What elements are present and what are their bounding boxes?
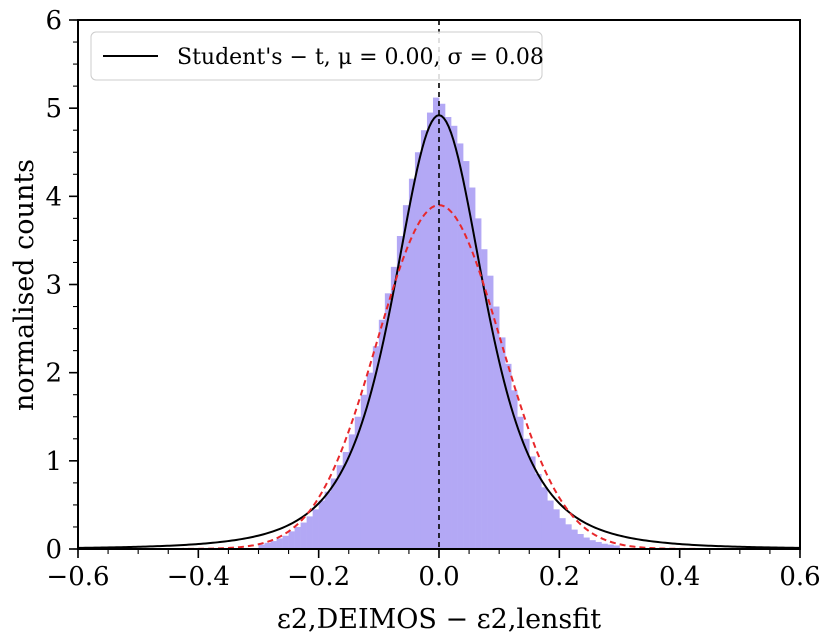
x-tick-label: 0.2 bbox=[539, 562, 580, 592]
histogram-bar bbox=[535, 474, 542, 549]
histogram-bar bbox=[553, 509, 560, 549]
x-tick-label: −0.2 bbox=[287, 562, 350, 592]
histogram-bar bbox=[420, 130, 428, 549]
histogram-bar bbox=[505, 363, 512, 549]
histogram-bar bbox=[511, 390, 518, 549]
histogram-bar bbox=[601, 543, 608, 549]
histogram-bar bbox=[571, 529, 578, 549]
histogram-bar bbox=[384, 293, 392, 549]
histogram-bar bbox=[517, 416, 524, 549]
histogram-bar bbox=[366, 372, 374, 549]
x-axis-label: ε2,DEIMOS − ε2,lensfit bbox=[277, 604, 601, 635]
y-axis-ticks: 0 1 2 3 4 5 6 bbox=[45, 6, 78, 565]
histogram-bar bbox=[529, 456, 536, 549]
histogram-bar bbox=[294, 526, 301, 549]
histogram-bar bbox=[318, 500, 325, 549]
x-tick-label: −0.6 bbox=[46, 562, 109, 592]
histogram-bar bbox=[457, 143, 464, 549]
histogram-bar bbox=[342, 452, 350, 549]
histogram-bar bbox=[565, 524, 572, 549]
histogram-bar bbox=[499, 337, 506, 549]
y-axis-label: normalised counts bbox=[9, 159, 40, 411]
histogram-bar bbox=[445, 116, 452, 549]
histogram bbox=[258, 97, 620, 550]
histogram-bar bbox=[330, 478, 338, 549]
x-axis-ticks: −0.6 −0.4 −0.2 0.0 0.2 0.4 0.6 bbox=[46, 549, 821, 592]
histogram-bar bbox=[348, 434, 356, 549]
histogram-bar bbox=[258, 544, 265, 549]
histogram-bar bbox=[439, 103, 446, 549]
y-tick-label: 2 bbox=[45, 359, 62, 389]
y-tick-label: 6 bbox=[45, 6, 62, 36]
histogram-bar bbox=[481, 249, 488, 550]
legend: Student's − t, μ = 0.00, σ = 0.08 bbox=[90, 31, 544, 81]
histogram-bar bbox=[288, 531, 295, 549]
histogram-bar bbox=[451, 125, 458, 550]
histogram-bar bbox=[372, 346, 380, 549]
histogram-bar bbox=[408, 178, 416, 549]
x-tick-label: 0.4 bbox=[659, 562, 700, 592]
histogram-bar bbox=[324, 491, 331, 549]
y-tick-label: 0 bbox=[45, 535, 62, 565]
histogram-bar bbox=[264, 542, 271, 549]
histogram-bar bbox=[276, 538, 283, 549]
histogram-bar bbox=[595, 541, 602, 549]
legend-box bbox=[90, 31, 543, 81]
y-tick-label: 1 bbox=[45, 447, 62, 477]
histogram-bar bbox=[547, 500, 554, 549]
histogram-bar bbox=[360, 394, 368, 549]
histogram-bar bbox=[270, 541, 277, 549]
y-tick-label: 4 bbox=[45, 182, 62, 212]
histogram-bar bbox=[463, 161, 470, 549]
histogram-bar bbox=[354, 416, 362, 549]
histogram-bar bbox=[523, 438, 530, 549]
student-t-curve bbox=[77, 114, 801, 549]
histogram-bar bbox=[541, 487, 548, 549]
histogram-bar bbox=[414, 152, 422, 549]
y-tick-label: 3 bbox=[45, 271, 62, 301]
histogram-bar bbox=[583, 537, 590, 549]
histogram-bar bbox=[613, 545, 620, 549]
histogram-bar bbox=[559, 518, 566, 549]
histogram-bar bbox=[493, 306, 500, 549]
histogram-bar bbox=[402, 205, 410, 549]
histogram-bar bbox=[432, 97, 440, 549]
histogram-bar bbox=[607, 544, 614, 549]
histogram-bar bbox=[469, 187, 476, 549]
histogram-bar bbox=[589, 540, 596, 549]
histogram-bar bbox=[577, 534, 584, 549]
x-tick-label: 0.6 bbox=[779, 562, 820, 592]
x-tick-label: −0.4 bbox=[167, 562, 230, 592]
histogram-bar bbox=[306, 516, 313, 549]
histogram-bar bbox=[336, 465, 344, 549]
histogram-bar bbox=[426, 112, 434, 549]
histogram-bar bbox=[378, 319, 386, 549]
histogram-bar bbox=[300, 522, 307, 549]
histogram-bar bbox=[312, 509, 319, 549]
histogram-bar bbox=[282, 535, 289, 549]
histogram-bar bbox=[475, 218, 482, 550]
histogram-bar bbox=[390, 266, 398, 549]
histogram-bar bbox=[487, 275, 494, 549]
legend-entry-label: Student's − t, μ = 0.00, σ = 0.08 bbox=[177, 45, 544, 70]
histogram-bar bbox=[396, 236, 404, 549]
x-tick-label: 0.0 bbox=[418, 562, 459, 592]
y-tick-label: 5 bbox=[45, 94, 62, 124]
